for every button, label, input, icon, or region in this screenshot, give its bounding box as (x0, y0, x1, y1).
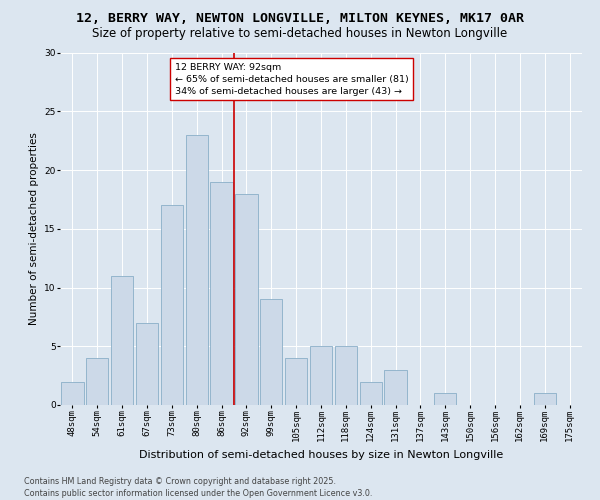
Y-axis label: Number of semi-detached properties: Number of semi-detached properties (29, 132, 39, 325)
X-axis label: Distribution of semi-detached houses by size in Newton Longville: Distribution of semi-detached houses by … (139, 450, 503, 460)
Bar (111, 276, 133, 405)
Bar (359, 382, 382, 405)
Text: Size of property relative to semi-detached houses in Newton Longville: Size of property relative to semi-detach… (92, 28, 508, 40)
Text: 12 BERRY WAY: 92sqm
← 65% of semi-detached houses are smaller (81)
34% of semi-d: 12 BERRY WAY: 92sqm ← 65% of semi-detach… (175, 63, 409, 96)
Bar (136, 323, 158, 405)
Bar (533, 394, 556, 405)
Bar (260, 299, 283, 405)
Bar (211, 182, 233, 405)
Bar (161, 205, 183, 405)
Bar (185, 134, 208, 405)
Bar (385, 370, 407, 405)
Bar (310, 346, 332, 405)
Bar (61, 382, 83, 405)
Bar (86, 358, 109, 405)
Text: 12, BERRY WAY, NEWTON LONGVILLE, MILTON KEYNES, MK17 0AR: 12, BERRY WAY, NEWTON LONGVILLE, MILTON … (76, 12, 524, 26)
Text: Contains HM Land Registry data © Crown copyright and database right 2025.
Contai: Contains HM Land Registry data © Crown c… (24, 476, 373, 498)
Bar (434, 394, 457, 405)
Bar (285, 358, 307, 405)
Bar (335, 346, 357, 405)
Bar (235, 194, 257, 405)
